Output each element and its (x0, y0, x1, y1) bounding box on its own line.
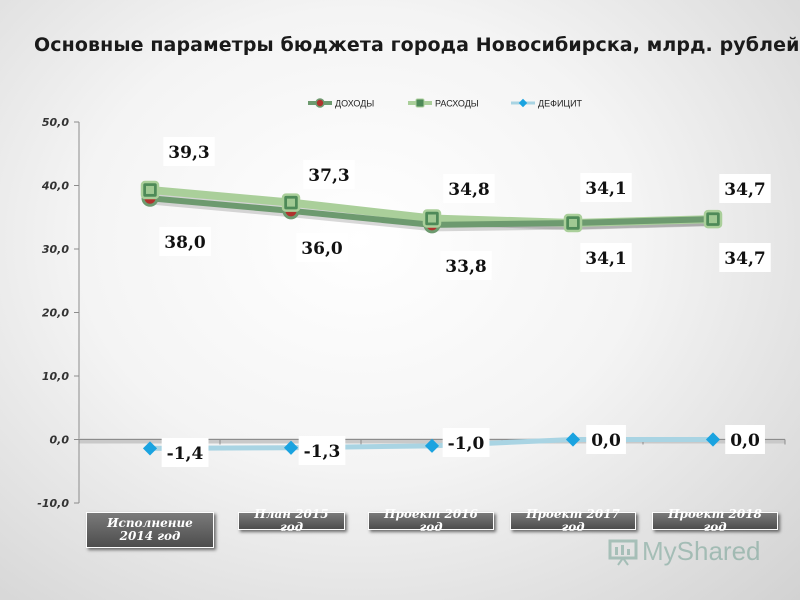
data-label-text: -1,4 (167, 444, 204, 464)
x-category-label: Проект 2018 год (652, 508, 778, 534)
data-label-box (719, 174, 771, 203)
data-label-box (586, 425, 626, 454)
legend-marker (415, 98, 425, 108)
x-category-label: План 2015 год (238, 508, 345, 534)
data-label-text: 34,7 (724, 249, 765, 269)
legend-entry: РАСХОДЫ (408, 98, 479, 109)
series-layer (140, 180, 723, 456)
data-label-text: -1,0 (448, 434, 485, 454)
data-label-box (442, 428, 490, 457)
watermark: MyShared (608, 536, 761, 567)
data-label-box (163, 137, 215, 166)
income-data-label: 36,0 (296, 233, 348, 262)
y-tick-label: 40,0 (41, 180, 69, 193)
data-label-text: 33,8 (445, 257, 486, 277)
y-tick-label: -10,0 (37, 497, 69, 510)
y-tick-label: 20,0 (42, 307, 69, 320)
y-tick-label: 50,0 (42, 116, 69, 129)
y-tick-label: 0,0 (50, 434, 70, 447)
income-data-label: 38,0 (159, 227, 211, 256)
watermark-text: MyShared (642, 536, 761, 566)
x-category-label: Проект 2017 год (510, 508, 636, 534)
deficit-point (283, 440, 299, 455)
data-label-box (161, 438, 209, 467)
expenses-point-core (569, 218, 577, 227)
deficit-data-label: -1,4 (161, 438, 209, 467)
deficit-point (142, 441, 158, 456)
data-label-text: 0,0 (730, 431, 760, 451)
legend-label: ДЕФИЦИТ (538, 99, 583, 109)
expenses-data-label: 37,3 (303, 160, 355, 189)
expenses-data-label: 39,3 (163, 137, 215, 166)
legend: ДОХОДЫ РАСХОДЫ ДЕФИЦИТ (308, 98, 583, 109)
x-category-label: Исполнение 2014 год (86, 512, 214, 548)
expenses-point-core (709, 215, 717, 224)
deficit-data-label: 0,0 (586, 425, 626, 454)
income-data-label: 34,1 (580, 243, 632, 272)
data-label-box (580, 173, 632, 202)
y-tick-label: 30,0 (42, 243, 69, 256)
deficit-point (424, 438, 440, 453)
data-label-text: 37,3 (308, 166, 349, 186)
data-label-box (159, 227, 211, 256)
data-label-text: 39,3 (168, 143, 209, 163)
deficit-data-label: -1,0 (442, 428, 490, 457)
legend-marker (518, 98, 528, 108)
data-label-box (443, 174, 495, 203)
x-category-label: Проект 2016 год (368, 508, 494, 534)
expenses-point-core (287, 198, 295, 207)
legend-entry: ДОХОДЫ (308, 98, 374, 109)
legend-label: РАСХОДЫ (435, 99, 479, 109)
deficit-point (565, 432, 581, 447)
legend-entry: ДЕФИЦИТ (511, 99, 583, 109)
legend-label: ДОХОДЫ (335, 99, 374, 109)
data-label-box (303, 160, 355, 189)
deficit-data-label: 0,0 (725, 425, 765, 454)
chart-title: Основные параметры бюджета города Новоси… (34, 34, 800, 56)
data-label-text: 38,0 (164, 233, 206, 253)
data-label-box (725, 425, 765, 454)
data-label-text: -1,3 (304, 442, 341, 462)
legend-marker (315, 98, 325, 108)
data-label-text: 34,8 (448, 180, 489, 200)
expenses-data-label: 34,1 (580, 173, 632, 202)
expenses-point-core (146, 185, 154, 194)
income-data-label: 33,8 (440, 251, 492, 280)
expenses-data-label: 34,8 (443, 174, 495, 203)
deficit-data-label: -1,3 (298, 436, 346, 465)
data-label-text: 34,1 (585, 249, 626, 269)
data-label-box (298, 436, 346, 465)
presentation-screen-icon (608, 539, 638, 566)
income-data-label: 34,7 (719, 243, 771, 272)
deficit-point (705, 432, 721, 447)
data-label-text: 34,7 (724, 180, 765, 200)
data-label-text: 0,0 (591, 431, 621, 451)
data-label-text: 34,1 (585, 179, 626, 199)
y-tick-label: 10,0 (42, 370, 69, 383)
data-label-text: 36,0 (301, 239, 343, 259)
data-labels: 39,3 37,3 34,8 34,1 34,7 38,0 36,0 33,8 34,1 34,7… (159, 137, 771, 467)
data-label-box (296, 233, 348, 262)
data-label-box (440, 251, 492, 280)
expenses-data-label: 34,7 (719, 174, 771, 203)
expenses-point-core (428, 214, 436, 223)
data-label-box (580, 243, 632, 272)
data-label-box (719, 243, 771, 272)
